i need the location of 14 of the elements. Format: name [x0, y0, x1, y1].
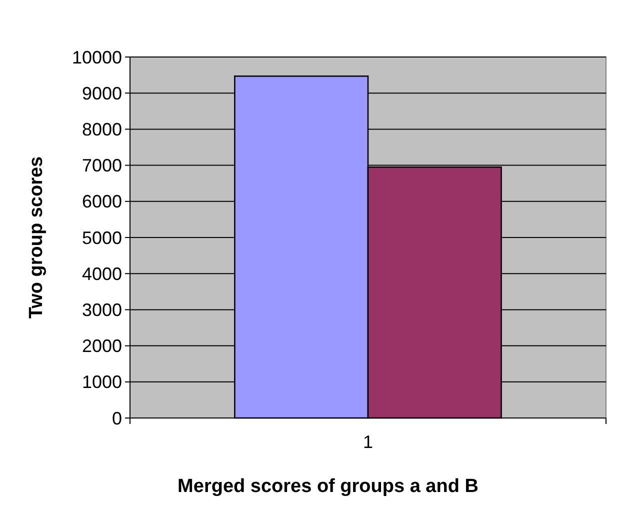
y-tick-label: 9000	[82, 83, 122, 104]
y-tick-label: 1000	[82, 372, 122, 392]
y-tick-label: 0	[112, 408, 122, 428]
y-tick-label: 10000	[72, 47, 122, 68]
y-tick-label: 8000	[82, 120, 122, 140]
x-axis-title: Merged scores of groups a and B	[178, 476, 478, 497]
x-tick-label: 1	[362, 432, 374, 452]
y-tick-label: 7000	[82, 156, 122, 176]
y-tick-label: 5000	[82, 228, 122, 248]
y-tick-label: 4000	[82, 264, 122, 284]
y-tick-label: 3000	[82, 300, 122, 320]
y-tick-label: 6000	[82, 192, 122, 212]
y-axis-title: Two group scores	[26, 156, 47, 319]
y-tick-label: 2000	[82, 336, 122, 356]
